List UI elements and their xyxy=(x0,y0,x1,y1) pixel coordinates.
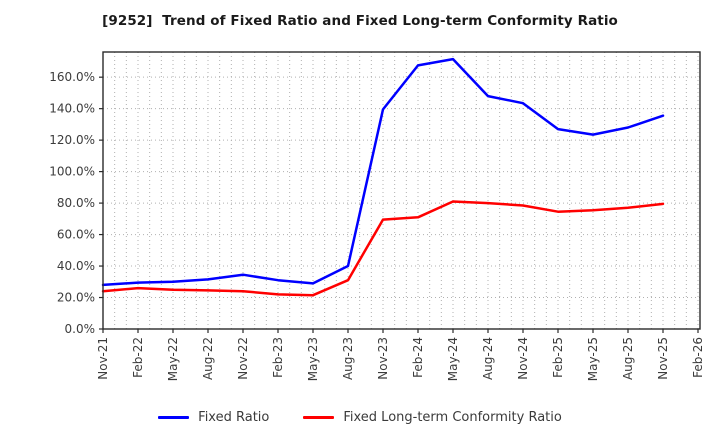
y-tick-label: 80.0% xyxy=(57,196,95,210)
y-tick-label: 20.0% xyxy=(57,291,95,305)
plot-border xyxy=(102,51,701,330)
x-tick-label: Feb-23 xyxy=(271,337,285,378)
fixed-long-term-conformity-ratio-line-swatch xyxy=(303,415,335,419)
x-tick-label: Aug-22 xyxy=(201,337,215,380)
x-tick-label: May-23 xyxy=(306,337,320,381)
y-tick-label: 0.0% xyxy=(65,322,96,336)
x-tick-label: Feb-22 xyxy=(131,337,145,378)
series-line-fixed-ratio xyxy=(101,57,665,287)
y-tick-label: 100.0% xyxy=(49,165,95,179)
y-tick-label: 120.0% xyxy=(49,133,95,147)
x-tick-label: Feb-24 xyxy=(411,337,425,378)
x-tick-label: Aug-25 xyxy=(621,337,635,380)
x-tick-label: Feb-25 xyxy=(551,337,565,378)
chart-title: [9252] Trend of Fixed Ratio and Fixed Lo… xyxy=(102,13,618,29)
legend-label-fixed-long-term-conformity-ratio: Fixed Long-term Conformity Ratio xyxy=(343,409,562,425)
legend-item-fixed-long-term-conformity-ratio: Fixed Long-term Conformity Ratio xyxy=(303,409,562,425)
y-tick-label: 60.0% xyxy=(57,228,95,242)
x-tick-label: Nov-23 xyxy=(376,337,390,380)
x-tick-label: May-24 xyxy=(446,337,460,381)
x-tick-label: Nov-22 xyxy=(236,337,250,380)
legend: Fixed Ratio Fixed Long-term Conformity R… xyxy=(0,405,720,429)
fixed-ratio-line-swatch xyxy=(158,415,190,419)
x-tick-label: May-25 xyxy=(586,337,600,381)
legend-label-fixed-ratio: Fixed Ratio xyxy=(198,409,270,425)
x-tick-label: Nov-25 xyxy=(656,337,670,380)
series-line-fixed-long-term-conformity-ratio xyxy=(101,200,665,297)
y-tick-label: 40.0% xyxy=(57,259,95,273)
x-tick-label: Nov-24 xyxy=(516,337,530,380)
x-tick-label: Nov-21 xyxy=(96,337,110,380)
x-tick-label: Aug-23 xyxy=(341,337,355,380)
y-tick-label: 160.0% xyxy=(49,70,95,84)
x-tick-label: Aug-24 xyxy=(481,337,495,380)
x-tick-label: May-22 xyxy=(166,337,180,381)
x-tick-label: Feb-26 xyxy=(691,337,705,378)
y-tick-label: 140.0% xyxy=(49,102,95,116)
legend-item-fixed-ratio: Fixed Ratio xyxy=(158,410,269,425)
